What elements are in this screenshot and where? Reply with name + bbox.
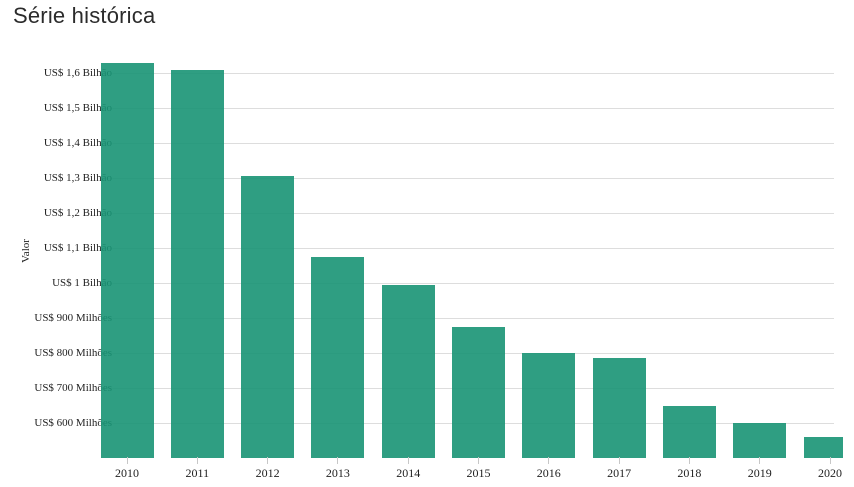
y-tick-label: US$ 900 Milhões <box>34 312 112 324</box>
x-tick <box>759 457 761 464</box>
bar-2019[interactable] <box>733 423 787 458</box>
x-tick <box>267 457 269 464</box>
y-tick-label: US$ 1,5 Bilhão <box>43 102 112 114</box>
bar-2011[interactable] <box>170 69 224 458</box>
x-tick <box>548 457 550 464</box>
gridline <box>99 318 834 319</box>
x-tick-label: 2020 <box>818 466 842 480</box>
bar-2014[interactable] <box>381 284 435 458</box>
x-tick <box>618 457 620 464</box>
y-tick-label: US$ 1,4 Bilhão <box>43 137 112 149</box>
x-tick <box>478 457 479 464</box>
x-tick <box>407 457 409 464</box>
x-tick-label: 2017 <box>607 466 632 480</box>
gridline <box>99 108 834 109</box>
x-tick-label: 2015 <box>466 466 491 480</box>
gridline <box>99 178 834 179</box>
bar-2010[interactable] <box>100 62 154 458</box>
bar-2016[interactable] <box>522 353 576 458</box>
bar-2018[interactable] <box>662 405 716 458</box>
x-tick <box>829 457 831 464</box>
gridline <box>99 143 834 144</box>
gridline <box>99 283 834 284</box>
x-tick-label: 2013 <box>325 466 350 480</box>
bars-layer <box>99 30 843 458</box>
bar-2013[interactable] <box>311 256 365 458</box>
y-tick-label: US$ 1 Bilhão <box>52 277 112 289</box>
bar-2012[interactable] <box>241 176 295 458</box>
x-tick-label: 2019 <box>747 466 772 480</box>
bar-2017[interactable] <box>592 358 646 458</box>
y-tick-label: US$ 1,6 Bilhão <box>43 67 112 79</box>
gridline <box>99 213 834 214</box>
y-tick-label: US$ 1,1 Bilhão <box>43 242 112 254</box>
bar-2015[interactable] <box>452 326 505 458</box>
y-tick-label: US$ 600 Milhões <box>34 417 112 429</box>
x-tick-label: 2010 <box>115 466 139 480</box>
x-tick-label: 2011 <box>185 466 210 480</box>
y-tick-label: US$ 1,3 Bilhão <box>43 172 112 184</box>
y-tick-label: US$ 700 Milhões <box>34 382 112 394</box>
gridline <box>99 248 834 249</box>
x-tick-label: 2014 <box>396 466 421 480</box>
y-axis-labels: US$ 600 Milhões US$ 700 Milhões US$ 800 Mi… <box>0 30 112 458</box>
x-tick-label: 2018 <box>677 466 702 480</box>
x-tick <box>126 457 128 464</box>
bar-2020[interactable] <box>803 437 843 458</box>
x-tick-label: 2016 <box>536 466 561 480</box>
chart-title: Série histórica <box>13 3 156 28</box>
x-tick <box>688 457 690 464</box>
y-tick-label: US$ 800 Milhões <box>34 347 112 359</box>
gridline <box>99 73 834 74</box>
x-tick <box>196 457 198 464</box>
x-tick <box>337 457 339 464</box>
y-tick-label: US$ 1,2 Bilhão <box>43 207 112 219</box>
x-tick-label: 2012 <box>255 466 280 480</box>
